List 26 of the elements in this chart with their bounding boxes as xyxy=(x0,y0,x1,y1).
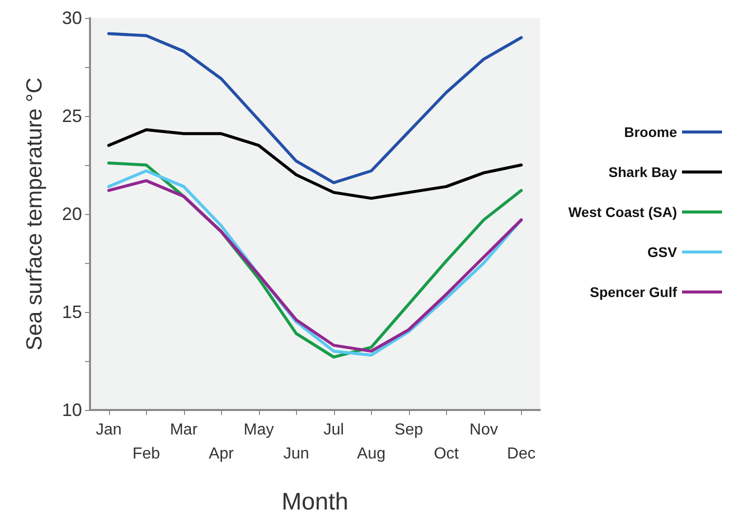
x-tick-label: Aug xyxy=(357,446,386,462)
x-tick-label: Jul xyxy=(324,422,344,438)
line-series xyxy=(107,128,523,200)
y-tick-label: 10 xyxy=(62,400,82,420)
legend-label: Spencer Gulf xyxy=(590,284,678,300)
x-tick-label: Mar xyxy=(170,422,198,438)
line-series xyxy=(107,32,523,184)
y-tick-label: 20 xyxy=(62,204,82,224)
x-tick-label: Jan xyxy=(96,422,122,438)
x-tick-label: Oct xyxy=(434,446,460,462)
x-axis-title: Month xyxy=(282,488,348,516)
x-tick-label: May xyxy=(244,422,274,438)
y-tick-label: 25 xyxy=(62,106,82,126)
y-tick-label: 15 xyxy=(62,302,82,322)
x-tick-label: Feb xyxy=(132,446,160,462)
x-tick-label: Sep xyxy=(394,422,424,438)
legend-label: Shark Bay xyxy=(608,164,678,180)
x-tick-label: Nov xyxy=(470,422,498,438)
x-tick-label: Jun xyxy=(283,446,310,462)
y-tick-label: 30 xyxy=(62,8,82,28)
x-tick-label: Dec xyxy=(507,446,536,462)
x-tick-label: Apr xyxy=(208,446,234,462)
legend-label: West Coast (SA) xyxy=(568,204,677,220)
y-axis-title: Sea surface temperature °C xyxy=(22,77,46,350)
legend-label: GSV xyxy=(647,244,678,260)
legend-label: Broome xyxy=(624,124,678,140)
